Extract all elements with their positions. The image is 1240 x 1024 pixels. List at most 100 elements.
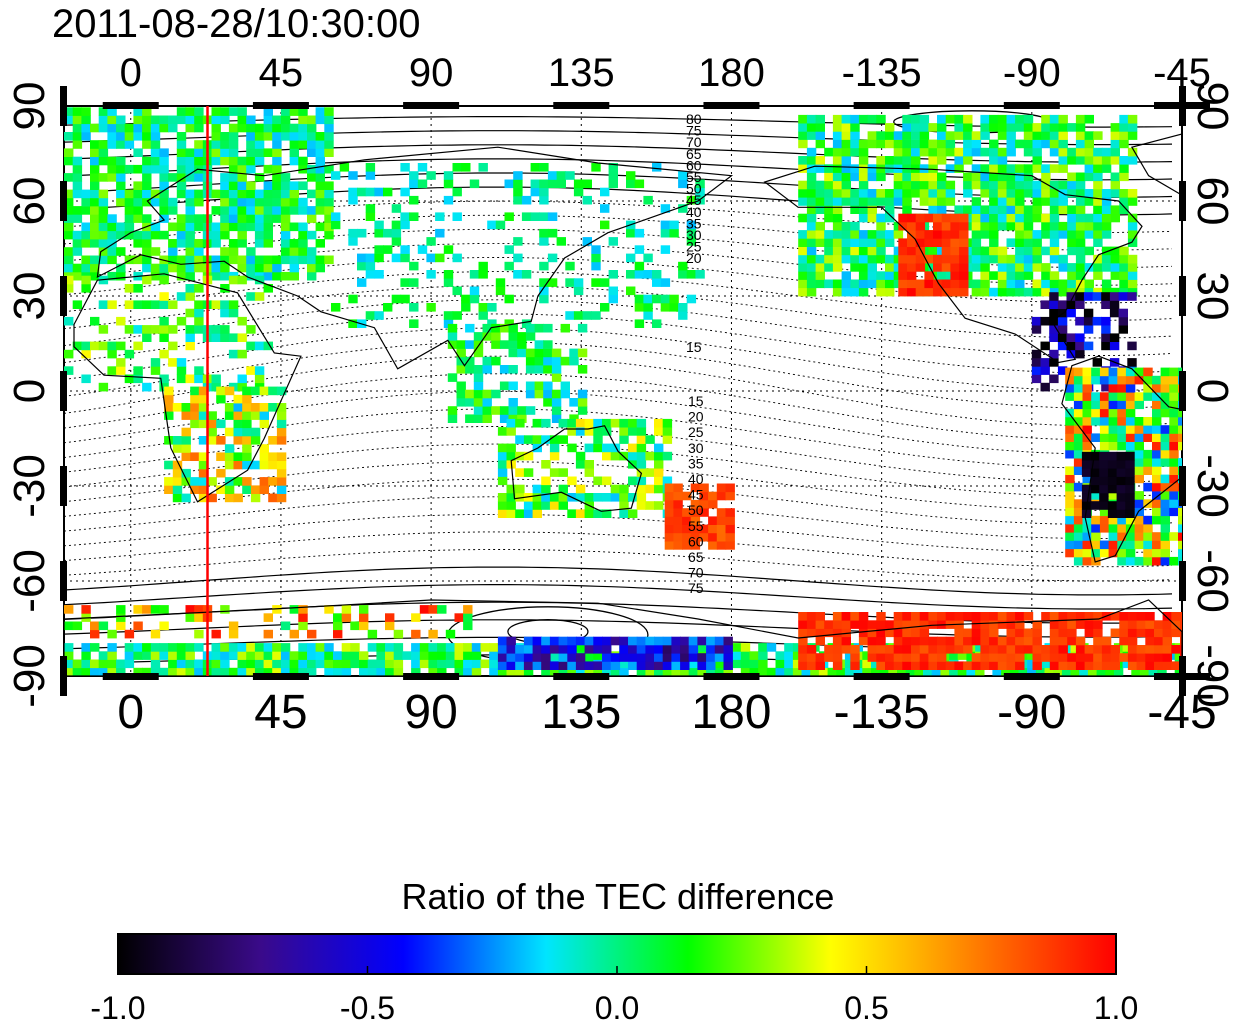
tec-cell xyxy=(708,541,718,550)
tec-cell xyxy=(558,468,568,477)
tec-cell xyxy=(1032,287,1042,297)
tec-cell xyxy=(324,107,334,116)
tec-cell xyxy=(971,287,982,297)
tec-cell xyxy=(489,643,499,652)
tec-cell xyxy=(72,206,83,215)
contour-label: 15 xyxy=(686,339,702,355)
tec-cell xyxy=(142,115,152,125)
tec-cell xyxy=(989,156,999,165)
tec-cell xyxy=(1065,433,1075,442)
tec-cell xyxy=(419,605,430,614)
tec-cell xyxy=(1119,197,1129,206)
tec-cell xyxy=(971,213,982,223)
tec-cell xyxy=(185,156,195,166)
tec-cell xyxy=(1015,221,1025,231)
tec-cell xyxy=(1099,400,1110,410)
tec-cell xyxy=(1108,367,1118,377)
coastline xyxy=(763,165,1143,364)
lon-tick-bottom: 45 xyxy=(254,686,307,739)
tec-cell xyxy=(228,300,239,309)
tec-cell xyxy=(824,172,834,182)
tec-cell xyxy=(1187,368,1196,377)
tec-cell xyxy=(832,263,843,272)
tec-cell xyxy=(1075,333,1085,342)
tec-cell xyxy=(1093,172,1103,182)
tec-cell xyxy=(142,605,152,614)
tec-cell xyxy=(876,620,886,629)
tec-cell xyxy=(678,303,688,312)
tec-cell xyxy=(1065,524,1075,533)
tec-cell xyxy=(1023,221,1034,231)
tec-cell xyxy=(971,164,982,173)
tec-cell xyxy=(1027,659,1037,669)
tec-cell xyxy=(619,636,629,646)
tec-cell xyxy=(443,270,454,279)
tec-cell xyxy=(893,620,904,629)
tec-cell xyxy=(919,180,930,190)
tec-cell xyxy=(1131,667,1141,676)
tec-cell xyxy=(515,667,525,676)
tec-cell xyxy=(198,485,209,494)
tec-cell xyxy=(806,172,817,182)
tec-cell xyxy=(220,230,230,240)
tec-cell xyxy=(250,386,261,396)
tec-cell xyxy=(832,238,843,247)
contour-line xyxy=(64,478,1173,525)
tec-cell xyxy=(688,653,699,662)
tec-cell xyxy=(168,659,178,669)
tec-cell xyxy=(142,300,152,309)
tec-cell xyxy=(1152,548,1162,558)
tec-cell xyxy=(331,171,341,180)
tec-cell xyxy=(276,419,287,429)
tec-cell xyxy=(107,123,117,133)
tec-cell xyxy=(263,643,273,652)
tec-cell xyxy=(504,245,514,254)
tec-cell xyxy=(164,394,174,404)
tec-cell xyxy=(876,645,886,654)
tec-cell xyxy=(107,140,117,149)
tec-cell xyxy=(1160,540,1170,550)
tec-cell xyxy=(185,333,195,342)
tec-cell xyxy=(1152,507,1162,517)
tec-cell xyxy=(1143,384,1153,393)
tec-cell xyxy=(911,653,921,662)
tec-cell xyxy=(98,325,109,334)
tec-cell xyxy=(558,667,568,676)
tec-cell xyxy=(228,643,239,652)
tec-cell xyxy=(469,179,480,189)
tec-cell xyxy=(997,164,1008,173)
tec-cell xyxy=(220,605,230,614)
tec-cell xyxy=(662,661,673,670)
tec-cell xyxy=(636,476,647,486)
tec-cell xyxy=(898,221,908,231)
tec-cell xyxy=(1169,556,1179,566)
tec-cell xyxy=(1092,292,1102,301)
tec-cell xyxy=(1049,189,1060,198)
tec-cell xyxy=(1093,661,1103,670)
tec-cell xyxy=(365,212,376,221)
tec-cell xyxy=(64,275,74,285)
tec-cell xyxy=(259,411,269,420)
tec-cell xyxy=(90,230,100,240)
tec-cell xyxy=(1006,205,1016,214)
tec-cell xyxy=(937,661,947,670)
tec-cell xyxy=(654,645,664,654)
tec-cell xyxy=(194,107,204,116)
tec-cell xyxy=(841,189,851,198)
tec-cell xyxy=(1127,287,1138,297)
tec-cell xyxy=(893,180,904,190)
tec-cell xyxy=(1110,263,1120,272)
tec-cell xyxy=(1023,230,1034,239)
tec-cell xyxy=(885,230,895,239)
tec-cell xyxy=(1092,316,1102,326)
tec-cell xyxy=(315,181,325,190)
tec-cell xyxy=(600,278,610,287)
tec-cell xyxy=(142,667,152,676)
tec-cell xyxy=(841,238,851,247)
tec-cell xyxy=(1041,114,1051,124)
tec-cell xyxy=(391,220,402,230)
tec-cell xyxy=(107,230,117,240)
tick-mark xyxy=(60,276,67,316)
tec-cell xyxy=(1116,484,1126,494)
tec-cell xyxy=(116,247,126,256)
